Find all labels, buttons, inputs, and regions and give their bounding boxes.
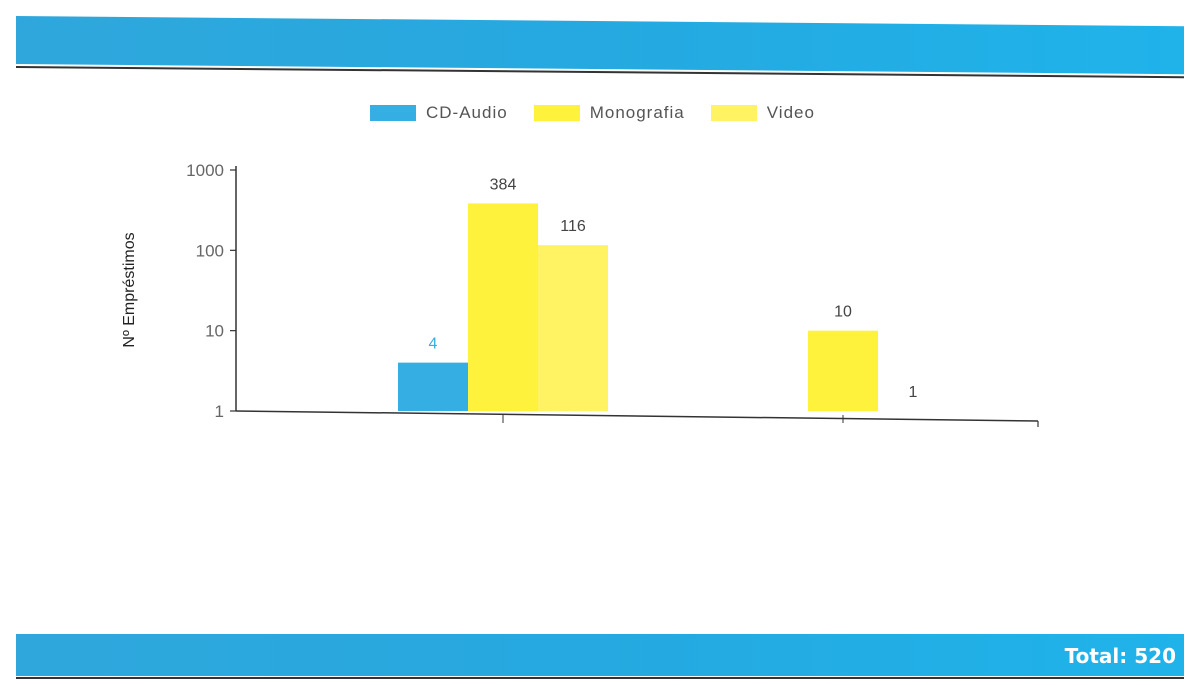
legend-item-cd-audio: CD-Audio <box>370 103 508 123</box>
legend-item-monografia: Monografia <box>533 103 685 123</box>
bar-video <box>538 245 608 411</box>
data-label-cd-audio: 4 <box>429 336 438 353</box>
legend-label-cd-audio: CD-Audio <box>426 103 508 122</box>
legend-swatch-cd-audio <box>370 105 416 121</box>
bar-monografia <box>808 330 878 411</box>
y-tick-label: 10 <box>205 322 224 341</box>
y-tick-label: 100 <box>196 241 224 260</box>
y-tick-label: 1000 <box>186 161 224 180</box>
bar-monografia <box>468 203 538 411</box>
legend-label-monografia: Monografia <box>589 103 685 122</box>
bar-cd-audio <box>398 362 468 411</box>
footer-band: Total: 520 <box>16 634 1184 679</box>
legend-item-video: Video <box>710 103 815 123</box>
y-axis-label: Nº Empréstimos <box>121 232 138 347</box>
x-axis-line <box>235 410 1039 422</box>
legend-swatch-video <box>710 105 757 121</box>
y-tick-label: 1 <box>215 402 224 421</box>
data-label-video: 1 <box>909 384 918 401</box>
data-label-monografia: 10 <box>834 304 852 321</box>
legend-label-video: Video <box>766 103 815 122</box>
legend-swatch-monografia <box>533 105 580 121</box>
total-label: Total: 520 <box>1064 644 1176 668</box>
data-label-monografia: 384 <box>490 176 517 193</box>
data-label-video: 116 <box>560 218 586 235</box>
chart-legend: CD-Audio Monografia Video <box>370 100 841 126</box>
